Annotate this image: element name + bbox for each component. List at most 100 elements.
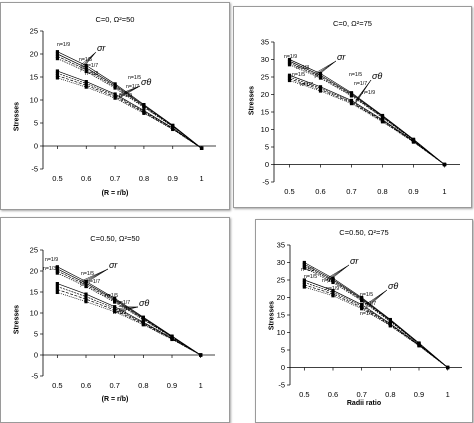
data-point [303,285,306,288]
sigma-label: σθ [141,77,151,87]
n-label: n=1/9 [284,54,297,60]
y-tick-label: 30 [277,258,285,267]
sigma-label: σr [97,43,106,53]
y-tick-label: 30 [261,55,269,64]
y-tick-label: 20 [30,50,38,59]
y-tick-label: -5 [31,165,38,174]
n-label: n=1/7 [300,82,313,88]
x-tick-label: 0.5 [52,174,62,183]
series-line-5 [304,280,447,368]
x-tick-label: 0.8 [377,187,387,196]
y-tick-label: 35 [261,38,269,47]
n-label: n=1/3 [296,65,309,71]
y-tick-label: 5 [34,119,38,128]
n-label: n=1/9 [360,311,373,317]
y-tick-label: -5 [262,178,269,187]
x-tick-label: 0.7 [346,187,356,196]
data-point [350,94,353,97]
series-line-3 [290,63,445,165]
series-line-4 [290,65,445,165]
x-tick-label: 1 [199,381,203,390]
y-tick-label: 10 [277,328,285,337]
x-tick-label: 0.5 [299,390,309,399]
sigma-label: σr [350,256,359,266]
data-point [200,147,203,150]
x-tick-label: 0.5 [52,381,62,390]
n-label: n=1/7 [354,81,367,87]
x-tick-label: 0.6 [315,187,325,196]
y-tick-label: 10 [30,96,38,105]
n-label: n=1/3 [85,71,98,77]
x-tick-label: 0.6 [328,390,338,399]
y-tick-label: 15 [30,288,38,297]
n-label: n=1/5 [105,293,118,299]
data-point [56,272,59,275]
series-line-1 [290,60,445,165]
y-tick-label: 15 [277,311,285,320]
data-point [360,307,363,310]
x-tick-label: 1 [446,390,450,399]
y-tick-label: -5 [31,372,38,381]
x-tick-label: 0.8 [385,390,395,399]
annotation-arrow [327,265,349,282]
y-tick-label: 10 [261,125,269,134]
data-point [56,285,59,288]
data-point [170,338,173,341]
y-tick-label: 0 [281,363,285,372]
y-tick-label: 25 [30,246,38,255]
x-tick-label: 0.7 [356,390,366,399]
data-point [142,112,145,115]
y-tick-label: 25 [277,276,285,285]
x-tick-label: 0.9 [167,381,177,390]
x-tick-label: 0.8 [139,174,149,183]
y-tick-label: 35 [277,241,285,250]
x-tick-label: 0.9 [168,174,178,183]
data-point [56,282,59,285]
annotation-arrow [315,61,337,78]
n-label: n=1/3 [43,266,56,272]
n-label: n=1/5 [292,72,305,78]
y-tick-label: 10 [30,309,38,318]
data-point [288,79,291,82]
data-point [443,163,446,166]
data-point [113,300,116,303]
y-tick-label: 20 [261,90,269,99]
y-tick-label: 15 [261,108,269,117]
data-point [288,63,291,66]
x-tick-label: 0.6 [81,174,91,183]
y-tick-label: 20 [30,267,38,276]
n-label: n=1/9 [45,257,58,263]
y-tick-label: 25 [30,27,38,36]
sigma-label: σθ [139,298,149,308]
data-point [319,89,322,92]
x-tick-label: 0.7 [109,381,119,390]
series-line-6 [304,282,447,367]
y-tick-label: 15 [30,73,38,82]
data-point [56,291,59,294]
data-point [171,128,174,131]
x-tick-label: 0.8 [138,381,148,390]
y-tick-label: 5 [281,346,285,355]
data-point [84,300,87,303]
data-point [389,324,392,327]
data-point [142,323,145,326]
x-tick-label: 0.5 [284,187,294,196]
data-point [142,106,145,109]
y-tick-label: 5 [34,330,38,339]
data-point [56,288,59,291]
y-tick-label: 25 [261,73,269,82]
data-point [412,141,415,144]
data-point [85,86,88,89]
n-label: n=1/5 [360,292,373,298]
y-tick-label: 20 [277,293,285,302]
n-label: n=1/3 [301,267,314,273]
n-label: n=1/5 [128,75,141,81]
sigma-label: σθ [388,281,398,291]
n-label: n=1/5 [349,72,362,78]
n-label: n=1/7 [117,300,130,306]
